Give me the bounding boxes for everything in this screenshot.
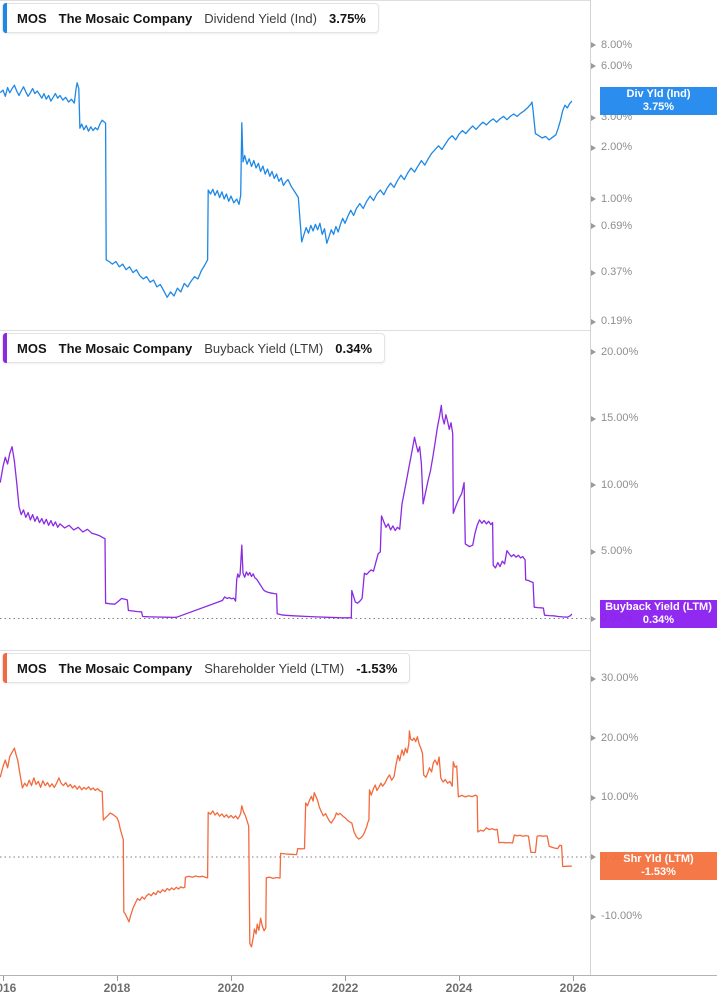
x-axis-tick — [573, 976, 574, 981]
y-axis-tick — [591, 196, 596, 202]
series-color-bar — [3, 3, 7, 33]
y-axis-label: 0.19% — [601, 315, 633, 328]
last-value-badge-dividend: Div Yld (Ind) 3.75% — [600, 87, 717, 116]
metric-label: Buyback Yield (LTM) — [204, 340, 324, 356]
badge-value: 0.34% — [642, 613, 675, 626]
y-axis-tick — [591, 63, 596, 70]
metric-label: Shareholder Yield (LTM) — [204, 660, 345, 676]
y-axis-label: 8.00% — [601, 38, 633, 51]
metric-value: 3.75% — [329, 10, 366, 26]
x-axis-line — [0, 975, 717, 976]
ticker-label: MOS — [17, 10, 47, 26]
y-axis-label: 6.00% — [601, 59, 633, 72]
y-axis-tick — [591, 349, 596, 356]
panel-top-border — [0, 0, 591, 1]
y-axis-tick — [591, 675, 596, 682]
last-value-badge-shareholder: Shr Yld (LTM) -1.53% — [600, 852, 717, 881]
x-axis-tick — [117, 976, 118, 981]
badge-value: 3.75% — [642, 101, 675, 114]
x-axis-label-2018: 2018 — [103, 981, 131, 995]
y-axis-label: 20.00% — [601, 731, 639, 744]
y-axis-tick — [591, 482, 596, 489]
y-axis-label: 15.00% — [601, 412, 639, 425]
x-axis-tick — [459, 976, 460, 981]
y-axis-label: 0.37% — [601, 266, 633, 279]
badge-label: Shr Yld (LTM) — [623, 853, 694, 866]
y-axis-tick — [591, 735, 596, 741]
y-axis-tick — [591, 42, 596, 49]
x-axis-tick — [231, 976, 232, 981]
series-line-1 — [0, 404, 573, 619]
y-axis-label: 5.00% — [601, 545, 633, 558]
badge-label: Buyback Yield (LTM) — [605, 600, 712, 613]
panel-divider-2 — [0, 650, 591, 651]
series-color-bar — [3, 653, 7, 683]
y-axis-tick — [591, 223, 596, 230]
y-axis-label: -10.00% — [601, 910, 642, 922]
metric-value: 0.34% — [335, 340, 373, 356]
company-label: The Mosaic Company — [58, 340, 193, 356]
y-axis-label: 0.69% — [601, 219, 633, 232]
badge-value: -1.53% — [641, 866, 676, 879]
y-axis-tick — [591, 548, 596, 555]
y-axis-label: 10.00% — [601, 478, 639, 491]
x-axis-label-2016: 2016 — [0, 981, 17, 995]
x-axis-label-2026: 2026 — [559, 981, 587, 995]
y-axis-tick — [591, 318, 596, 325]
x-axis-tick — [345, 976, 346, 981]
y-axis-label: 30.00% — [601, 672, 639, 684]
last-value-badge-buyback: Buyback Yield (LTM) 0.34% — [600, 599, 717, 628]
metric-value: -1.53% — [356, 660, 398, 676]
y-axis-tick — [591, 415, 596, 422]
y-axis-tick — [591, 269, 596, 276]
series-line-2 — [0, 730, 572, 948]
series-color-bar — [3, 333, 7, 363]
x-axis-label-2022: 2022 — [331, 981, 359, 995]
company-label: The Mosaic Company — [58, 10, 193, 26]
y-axis-label: 2.00% — [601, 141, 633, 154]
y-axis-label: 10.00% — [601, 791, 639, 803]
y-axis-tick — [591, 794, 596, 801]
x-axis-label-2020: 2020 — [217, 981, 245, 995]
y-axis-tick — [591, 615, 596, 622]
chart-header-dividend-yield[interactable]: MOS The Mosaic Company Dividend Yield (I… — [2, 3, 379, 33]
company-label: The Mosaic Company — [58, 660, 193, 676]
x-axis-label-2024: 2024 — [445, 981, 473, 995]
badge-label: Div Yld (Ind) — [626, 88, 691, 101]
y-axis-label: 20.00% — [601, 345, 639, 358]
metric-label: Dividend Yield (Ind) — [204, 10, 317, 26]
chart-header-buyback-yield[interactable]: MOS The Mosaic Company Buyback Yield (LT… — [2, 333, 386, 363]
y-axis-border — [590, 0, 591, 976]
ticker-label: MOS — [17, 660, 47, 676]
ticker-label: MOS — [17, 340, 47, 356]
y-axis-label: 1.00% — [601, 192, 633, 205]
x-axis-tick — [3, 976, 4, 981]
y-axis-tick — [591, 854, 596, 860]
panel-divider-1 — [0, 330, 591, 331]
y-axis-tick — [591, 913, 596, 920]
y-axis-tick — [591, 114, 596, 121]
chart-header-shareholder-yield[interactable]: MOS The Mosaic Company Shareholder Yield… — [2, 653, 411, 683]
series-line-0 — [0, 82, 573, 298]
y-axis-tick — [591, 144, 596, 151]
